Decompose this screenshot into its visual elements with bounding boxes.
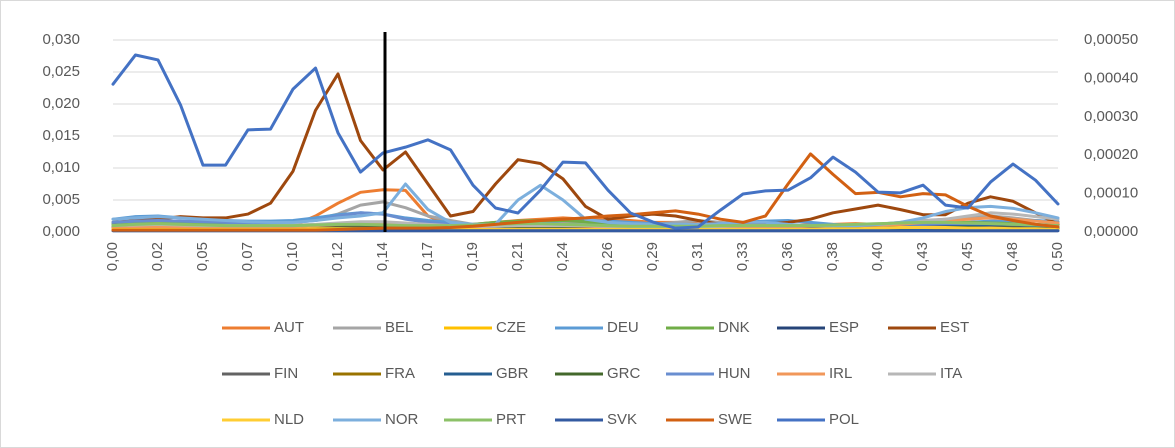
legend-label: EST xyxy=(940,319,969,336)
x-tick-label: 0,14 xyxy=(374,242,391,271)
legend-label: FIN xyxy=(274,365,298,382)
legend-label: IRL xyxy=(829,365,852,382)
y2-tick-label: 0,00010 xyxy=(1084,185,1138,202)
x-tick-label: 0,05 xyxy=(194,242,211,271)
legend-label: ITA xyxy=(940,365,962,382)
x-tick-label: 0,10 xyxy=(284,242,301,271)
x-tick-label: 0,21 xyxy=(509,242,526,271)
legend-label: GBR xyxy=(496,365,529,382)
y2-tick-label: 0,00020 xyxy=(1084,146,1138,163)
x-tick-label: 0,31 xyxy=(689,242,706,271)
x-tick-label: 0,07 xyxy=(239,242,256,271)
legend-label: PRT xyxy=(496,411,526,428)
x-tick-label: 0,26 xyxy=(599,242,616,271)
legend-label: SWE xyxy=(718,411,752,428)
x-tick-label: 0,19 xyxy=(464,242,481,271)
series-line xyxy=(111,53,1060,230)
legend-label: NLD xyxy=(274,411,304,428)
legend-label: CZE xyxy=(496,319,526,336)
x-tick-label: 0,48 xyxy=(1004,242,1021,271)
x-tick-label: 0,00 xyxy=(104,242,121,271)
series-line xyxy=(111,220,1060,228)
legend-label: DNK xyxy=(718,319,750,336)
x-tick-label: 0,45 xyxy=(959,242,976,271)
x-tick-label: 0,17 xyxy=(419,242,436,271)
x-tick-label: 0,24 xyxy=(554,242,571,271)
x-tick-label: 0,38 xyxy=(824,242,841,271)
legend-label: FRA xyxy=(385,365,415,382)
x-tick-label: 0,43 xyxy=(914,242,931,271)
legend-label: POL xyxy=(829,411,859,428)
y-tick-label: 0,020 xyxy=(42,95,80,112)
legend-label: AUT xyxy=(274,319,304,336)
series-line xyxy=(111,72,1060,226)
legend-label: GRC xyxy=(607,365,641,382)
y-tick-label: 0,030 xyxy=(42,31,80,48)
y-tick-label: 0,025 xyxy=(42,63,80,80)
x-tick-label: 0,29 xyxy=(644,242,661,271)
x-tick-label: 0,50 xyxy=(1049,242,1066,271)
legend-label: HUN xyxy=(718,365,751,382)
x-tick-label: 0,02 xyxy=(149,242,166,271)
x-tick-label: 0,40 xyxy=(869,242,886,271)
legend-label: ESP xyxy=(829,319,859,336)
legend-label: DEU xyxy=(607,319,639,336)
legend-label: NOR xyxy=(385,411,419,428)
x-tick-label: 0,33 xyxy=(734,242,751,271)
y-tick-label: 0,015 xyxy=(42,127,80,144)
y-tick-label: 0,005 xyxy=(42,191,80,208)
y2-tick-label: 0,00000 xyxy=(1084,223,1138,240)
x-tick-label: 0,36 xyxy=(779,242,796,271)
y2-tick-label: 0,00050 xyxy=(1084,31,1138,48)
legend-label: SVK xyxy=(607,411,637,428)
y2-tick-label: 0,00040 xyxy=(1084,69,1138,86)
y-tick-label: 0,000 xyxy=(42,223,80,240)
series-line xyxy=(111,152,1060,232)
y2-tick-label: 0,00030 xyxy=(1084,108,1138,125)
x-tick-label: 0,12 xyxy=(329,242,346,271)
y-tick-label: 0,010 xyxy=(42,159,80,176)
legend-label: BEL xyxy=(385,319,413,336)
